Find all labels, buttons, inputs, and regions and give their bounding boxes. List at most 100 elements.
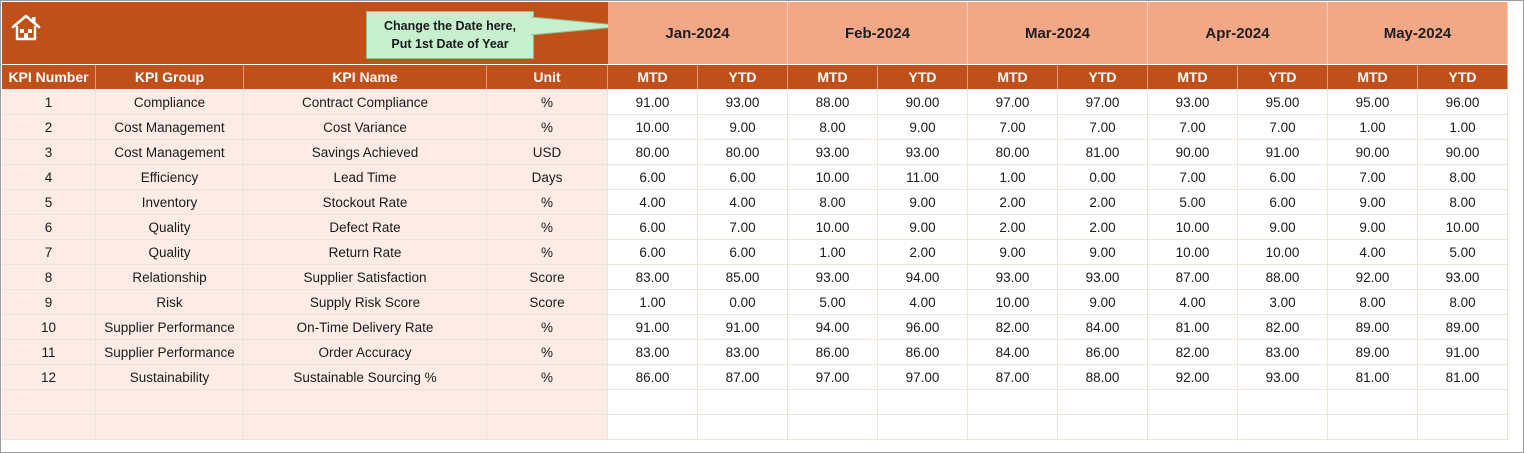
empty-cell[interactable] — [878, 390, 968, 415]
value-cell[interactable]: 92.00 — [1328, 265, 1418, 290]
value-cell[interactable]: 10.00 — [608, 115, 698, 140]
empty-cell[interactable] — [1058, 390, 1148, 415]
value-cell[interactable]: 2.00 — [878, 240, 968, 265]
cell-group[interactable]: Supplier Performance — [96, 340, 244, 365]
value-cell[interactable]: 80.00 — [698, 140, 788, 165]
value-cell[interactable]: 8.00 — [1418, 165, 1508, 190]
value-cell[interactable]: 10.00 — [1148, 240, 1238, 265]
cell-name[interactable]: Order Accuracy — [244, 340, 487, 365]
empty-cell[interactable] — [1148, 415, 1238, 440]
value-cell[interactable]: 87.00 — [968, 365, 1058, 390]
value-cell[interactable]: 81.00 — [1058, 140, 1148, 165]
value-cell[interactable]: 97.00 — [1058, 90, 1148, 115]
cell-unit[interactable]: USD — [487, 140, 608, 165]
value-cell[interactable]: 94.00 — [788, 315, 878, 340]
value-cell[interactable]: 7.00 — [1328, 165, 1418, 190]
cell-group[interactable]: Cost Management — [96, 115, 244, 140]
value-cell[interactable]: 10.00 — [968, 290, 1058, 315]
value-cell[interactable]: 6.00 — [608, 215, 698, 240]
value-cell[interactable]: 8.00 — [788, 115, 878, 140]
cell-unit[interactable]: % — [487, 365, 608, 390]
value-cell[interactable]: 1.00 — [968, 165, 1058, 190]
cell-unit[interactable]: % — [487, 190, 608, 215]
value-cell[interactable]: 83.00 — [698, 340, 788, 365]
value-cell[interactable]: 4.00 — [878, 290, 968, 315]
value-cell[interactable]: 82.00 — [1238, 315, 1328, 340]
value-cell[interactable]: 81.00 — [1328, 365, 1418, 390]
cell-unit[interactable]: % — [487, 340, 608, 365]
home-icon[interactable] — [10, 12, 42, 44]
value-cell[interactable]: 91.00 — [1238, 140, 1328, 165]
value-cell[interactable]: 10.00 — [1238, 240, 1328, 265]
cell-unit[interactable]: Score — [487, 265, 608, 290]
empty-cell[interactable] — [698, 390, 788, 415]
cell-num[interactable]: 2 — [2, 115, 96, 140]
cell-name[interactable]: Return Rate — [244, 240, 487, 265]
value-cell[interactable]: 86.00 — [788, 340, 878, 365]
value-cell[interactable]: 83.00 — [608, 340, 698, 365]
cell-unit[interactable]: % — [487, 240, 608, 265]
value-cell[interactable]: 81.00 — [1148, 315, 1238, 340]
value-cell[interactable]: 9.00 — [1058, 290, 1148, 315]
value-cell[interactable]: 91.00 — [608, 315, 698, 340]
value-cell[interactable]: 1.00 — [788, 240, 878, 265]
value-cell[interactable]: 86.00 — [878, 340, 968, 365]
value-cell[interactable]: 90.00 — [1328, 140, 1418, 165]
value-cell[interactable]: 89.00 — [1328, 340, 1418, 365]
cell-name[interactable]: Defect Rate — [244, 215, 487, 240]
value-cell[interactable]: 89.00 — [1418, 315, 1508, 340]
month-header[interactable]: Mar-2024 — [968, 2, 1148, 64]
value-cell[interactable]: 2.00 — [1058, 215, 1148, 240]
value-cell[interactable]: 6.00 — [1238, 190, 1328, 215]
value-cell[interactable]: 93.00 — [968, 265, 1058, 290]
value-cell[interactable]: 5.00 — [1418, 240, 1508, 265]
value-cell[interactable]: 0.00 — [698, 290, 788, 315]
value-cell[interactable]: 93.00 — [1418, 265, 1508, 290]
value-cell[interactable]: 1.00 — [608, 290, 698, 315]
value-cell[interactable]: 84.00 — [968, 340, 1058, 365]
value-cell[interactable]: 82.00 — [968, 315, 1058, 340]
value-cell[interactable]: 9.00 — [968, 240, 1058, 265]
value-cell[interactable]: 7.00 — [1238, 115, 1328, 140]
empty-cell[interactable] — [878, 415, 968, 440]
empty-cell[interactable] — [1148, 390, 1238, 415]
value-cell[interactable]: 9.00 — [1328, 190, 1418, 215]
value-cell[interactable]: 6.00 — [698, 240, 788, 265]
value-cell[interactable]: 95.00 — [1328, 90, 1418, 115]
value-cell[interactable]: 4.00 — [698, 190, 788, 215]
cell-group[interactable]: Inventory — [96, 190, 244, 215]
empty-cell[interactable] — [608, 415, 698, 440]
value-cell[interactable]: 96.00 — [878, 315, 968, 340]
cell-num[interactable]: 8 — [2, 265, 96, 290]
cell-num[interactable]: 12 — [2, 365, 96, 390]
empty-cell[interactable] — [1418, 415, 1508, 440]
value-cell[interactable]: 9.00 — [1058, 240, 1148, 265]
value-cell[interactable]: 7.00 — [1058, 115, 1148, 140]
empty-cell[interactable] — [1238, 415, 1328, 440]
value-cell[interactable]: 6.00 — [608, 240, 698, 265]
empty-cell[interactable] — [487, 415, 608, 440]
month-header[interactable]: Feb-2024 — [788, 2, 968, 64]
value-cell[interactable]: 7.00 — [968, 115, 1058, 140]
empty-cell[interactable] — [244, 415, 487, 440]
value-cell[interactable]: 4.00 — [608, 190, 698, 215]
value-cell[interactable]: 90.00 — [1418, 140, 1508, 165]
value-cell[interactable]: 8.00 — [1418, 190, 1508, 215]
empty-cell[interactable] — [968, 415, 1058, 440]
cell-num[interactable]: 4 — [2, 165, 96, 190]
value-cell[interactable]: 96.00 — [1418, 90, 1508, 115]
cell-group[interactable]: Cost Management — [96, 140, 244, 165]
value-cell[interactable]: 9.00 — [698, 115, 788, 140]
value-cell[interactable]: 93.00 — [878, 140, 968, 165]
cell-group[interactable]: Quality — [96, 240, 244, 265]
value-cell[interactable]: 88.00 — [1058, 365, 1148, 390]
cell-unit[interactable]: % — [487, 90, 608, 115]
cell-num[interactable]: 6 — [2, 215, 96, 240]
cell-group[interactable]: Compliance — [96, 90, 244, 115]
value-cell[interactable]: 6.00 — [1238, 165, 1328, 190]
value-cell[interactable]: 3.00 — [1238, 290, 1328, 315]
value-cell[interactable]: 82.00 — [1148, 340, 1238, 365]
value-cell[interactable]: 9.00 — [878, 215, 968, 240]
value-cell[interactable]: 4.00 — [1328, 240, 1418, 265]
cell-group[interactable]: Supplier Performance — [96, 315, 244, 340]
